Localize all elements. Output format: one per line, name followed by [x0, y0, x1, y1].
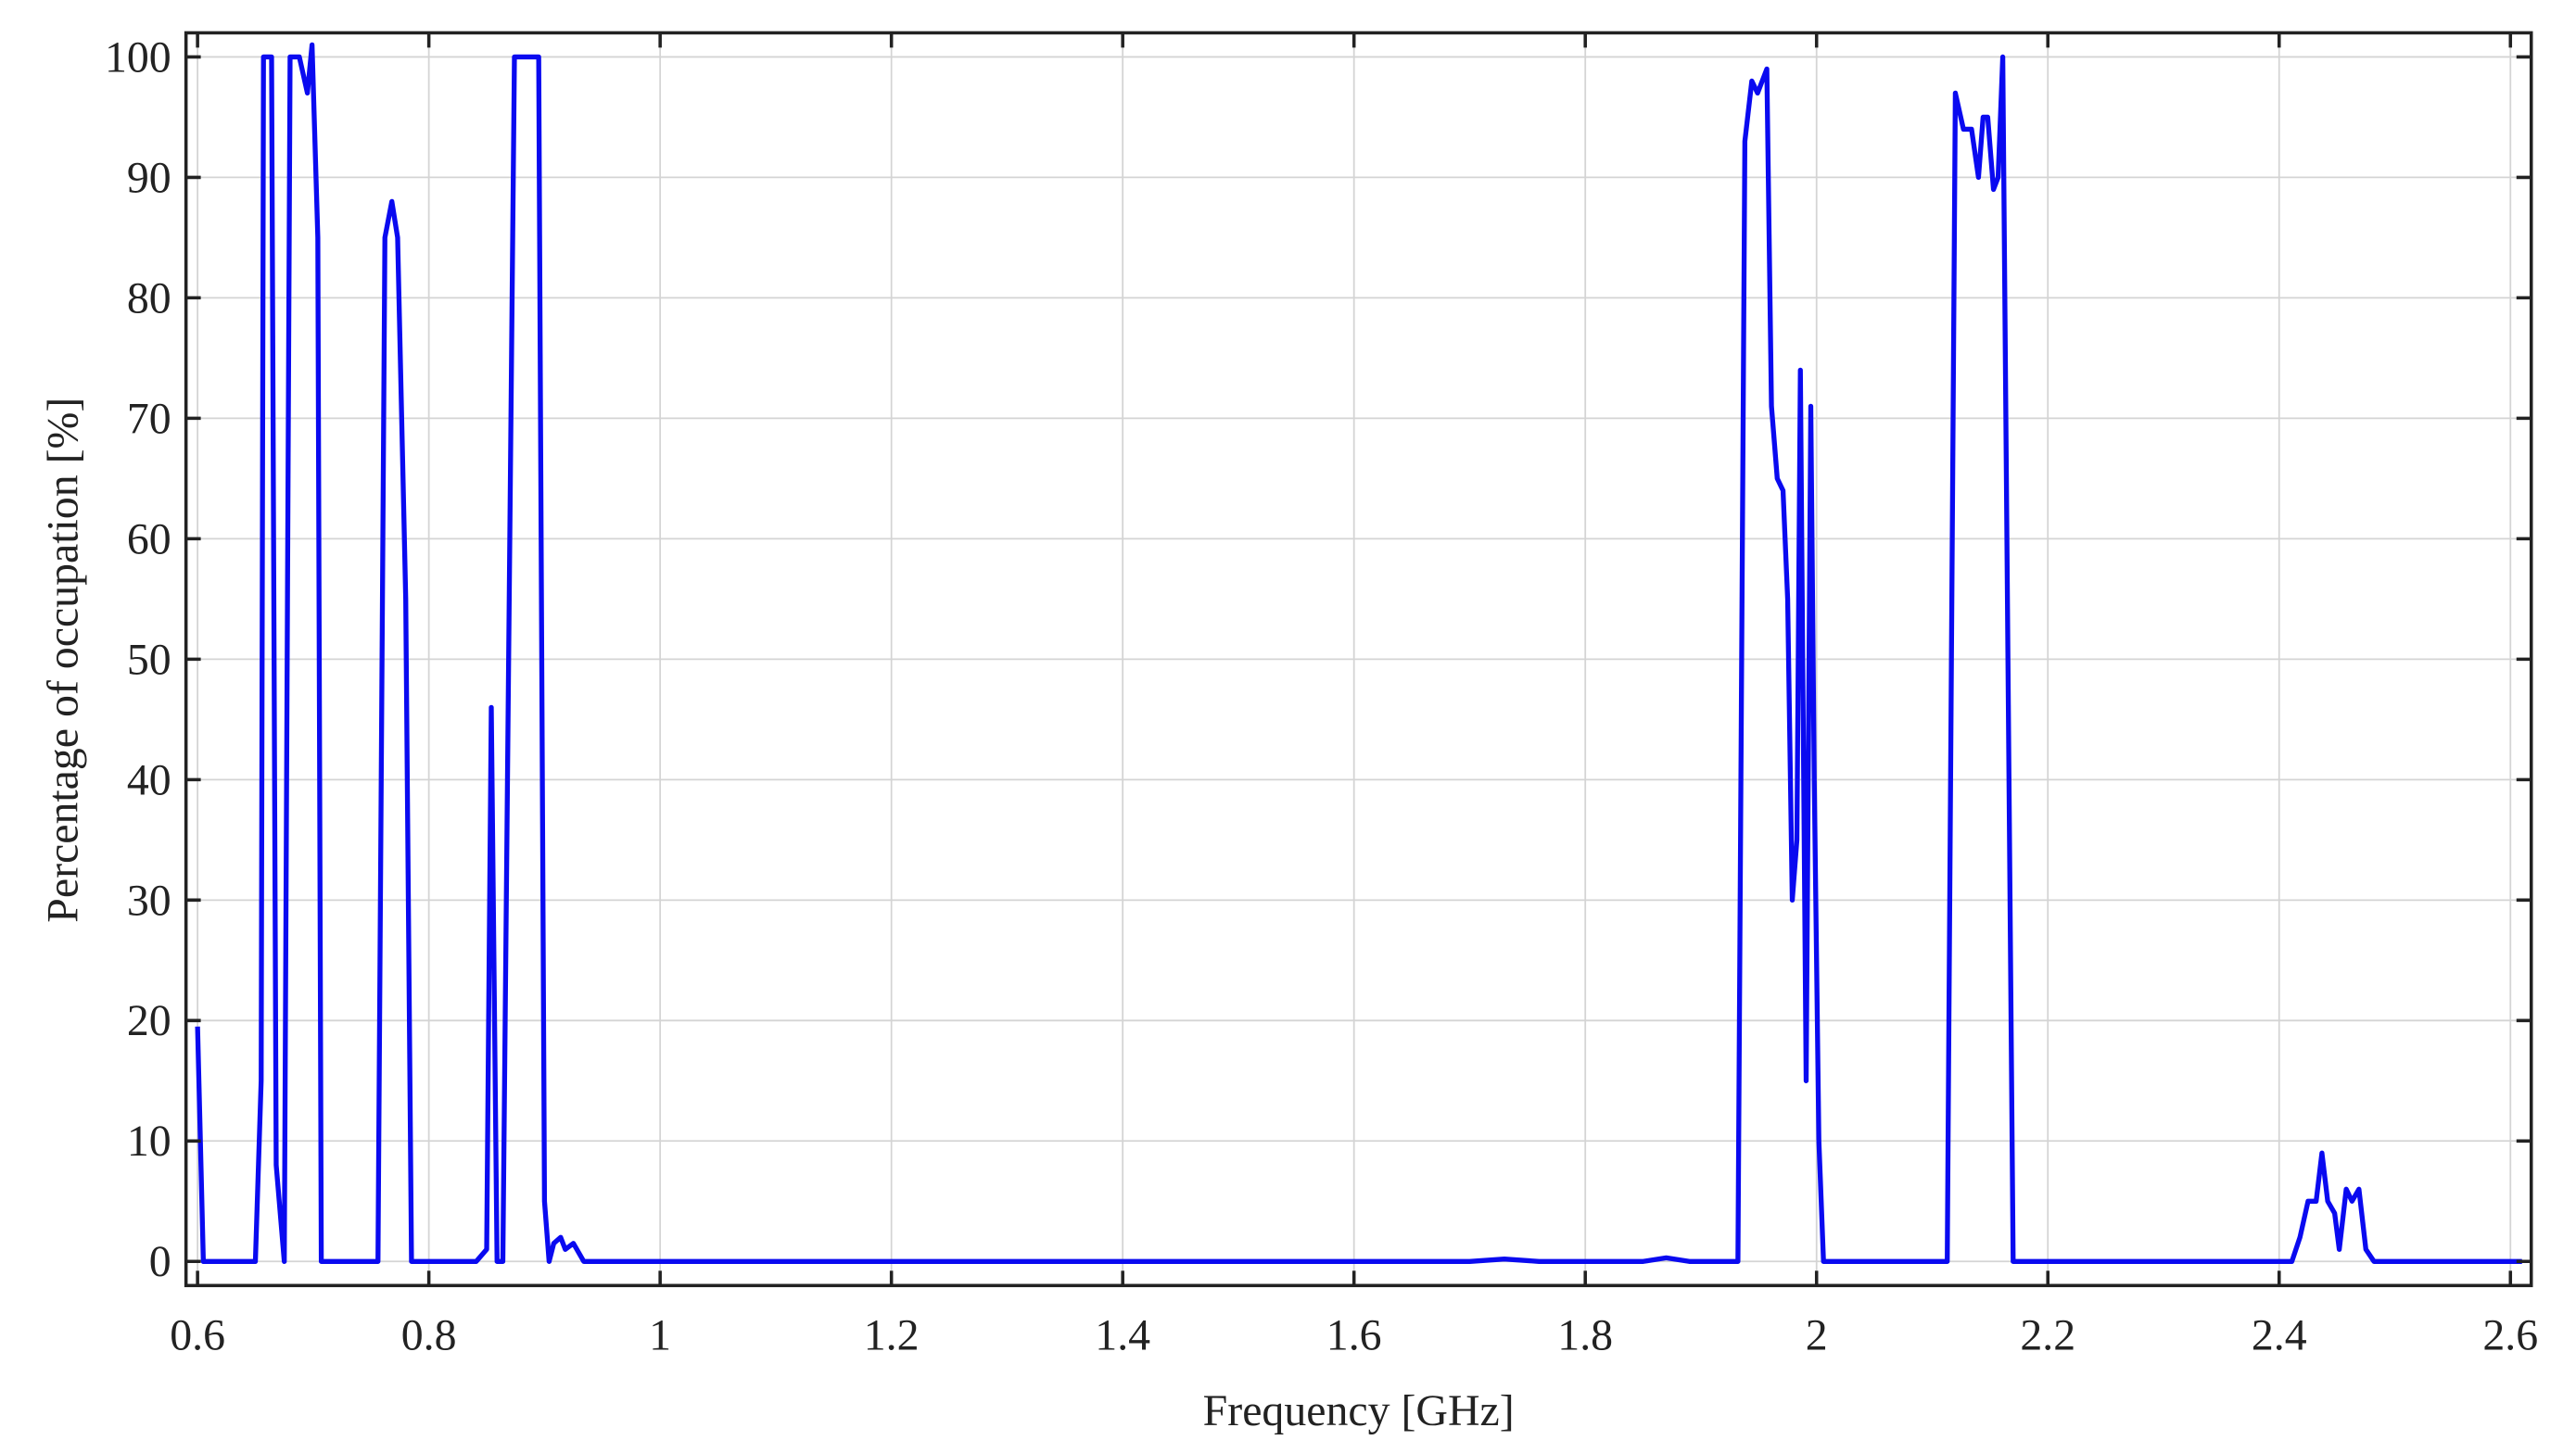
data-line	[195, 42, 2522, 1264]
y-tick-label: 70	[127, 394, 171, 443]
x-tick-label: 2.4	[2252, 1310, 2307, 1359]
x-tick-label: 2	[1806, 1310, 1828, 1359]
y-tick-label: 10	[127, 1117, 171, 1166]
y-tick-label: 100	[105, 32, 171, 82]
x-tick-label: 1.2	[864, 1310, 920, 1359]
x-tick-label: 1.4	[1095, 1310, 1150, 1359]
plot	[195, 42, 2522, 1264]
y-axis-label: Percentage of occupation [%]	[39, 398, 88, 923]
grid	[185, 32, 2532, 1286]
x-tick-label: 2.6	[2482, 1310, 2538, 1359]
y-tick-label: 30	[127, 876, 171, 925]
x-tick-label: 0.6	[170, 1310, 225, 1359]
x-tick-label: 1.6	[1326, 1310, 1382, 1359]
x-tick-label: 0.8	[401, 1310, 457, 1359]
x-tick-label: 2.2	[2020, 1310, 2075, 1359]
y-tick-label: 80	[127, 273, 171, 322]
x-axis-label: Frequency [GHz]	[1203, 1386, 1515, 1435]
y-tick-label: 60	[127, 514, 171, 563]
x-tick-label: 1	[649, 1310, 671, 1359]
y-tick-label: 90	[127, 153, 171, 202]
y-tick-label: 50	[127, 635, 171, 684]
y-tick-label: 0	[149, 1237, 171, 1286]
y-tick-label: 20	[127, 996, 171, 1045]
x-tick-label: 1.8	[1557, 1310, 1613, 1359]
y-tick-label: 40	[127, 755, 171, 804]
